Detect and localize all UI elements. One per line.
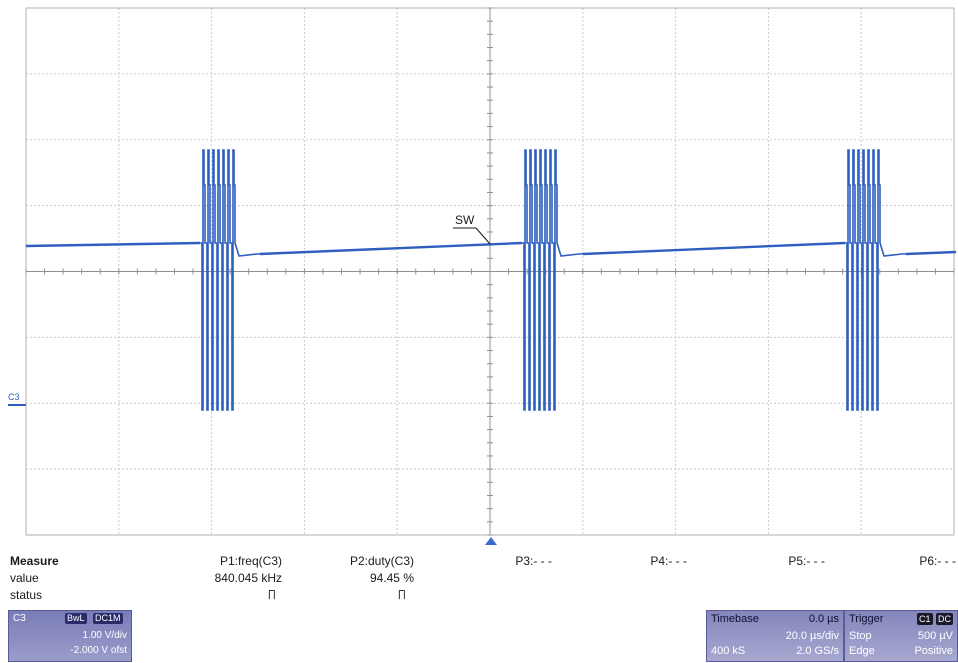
channel-c3-descriptor[interactable]: C3 BwL DC1M 1.00 V/div -2.000 V ofst xyxy=(8,610,132,662)
trigger-coupling-badge: DC xyxy=(936,613,953,625)
trigger-slope: Positive xyxy=(914,645,953,657)
measure-p2-name[interactable]: P2:duty(C3) xyxy=(349,554,414,568)
trigger-mode: Stop xyxy=(849,630,872,642)
trigger-panel[interactable]: Trigger C1 DC Stop 500 µV Edge Positive xyxy=(844,610,958,662)
measure-p2-value: 94.45 % xyxy=(369,571,414,585)
sw-baseline-segment xyxy=(259,241,523,256)
measure-row-status: status xyxy=(10,588,43,602)
graticule xyxy=(25,7,955,536)
coupling-badge: DC1M xyxy=(93,613,123,624)
measure-title: Measure xyxy=(10,554,59,568)
channel-offset: -2.000 V ofst xyxy=(70,645,127,656)
trigger-position-marker[interactable] xyxy=(485,537,497,545)
measure-p2-status: ∏ xyxy=(397,589,406,600)
timebase-title: Timebase xyxy=(711,613,759,625)
trigger-source-badge: C1 xyxy=(917,613,933,625)
sw-waveform xyxy=(25,149,957,411)
timebase-rate: 2.0 GS/s xyxy=(796,645,839,657)
measure-p3-name[interactable]: P3:- - - xyxy=(515,554,552,568)
timebase-tdiv: 20.0 µs/div xyxy=(785,630,839,642)
timebase-delay: 0.0 µs xyxy=(808,613,839,625)
sw-baseline-segment xyxy=(905,250,957,256)
trigger-level: 500 µV xyxy=(917,630,953,642)
timebase-panel[interactable]: Timebase 0.0 µs 20.0 µs/div 400 kS 2.0 G… xyxy=(706,610,844,662)
measure-p1-name[interactable]: P1:freq(C3) xyxy=(219,554,282,568)
oscilloscope-display: SW C3 xyxy=(8,7,957,545)
channel-vdiv: 1.00 V/div xyxy=(82,630,127,641)
measure-p5-name[interactable]: P5:- - - xyxy=(788,554,825,568)
measure-p1-value: 840.045 kHz xyxy=(214,571,282,585)
trigger-type: Edge xyxy=(849,645,875,657)
bandwidth-limit-badge: BwL xyxy=(65,613,87,624)
trace-label-leader xyxy=(475,227,491,245)
sw-trace xyxy=(25,149,957,411)
channel-name: C3 xyxy=(13,613,26,624)
channel-marker-c3: C3 xyxy=(8,392,20,402)
sw-baseline-segment xyxy=(25,241,201,248)
measure-p4-name[interactable]: P4:- - - xyxy=(650,554,687,568)
measure-row-value: value xyxy=(10,571,39,585)
measure-p1-status: ∏ xyxy=(267,589,276,600)
measure-p6-name[interactable]: P6:- - - xyxy=(919,554,956,568)
timebase-samples: 400 kS xyxy=(711,645,746,657)
trace-label-sw: SW xyxy=(455,213,475,227)
sw-baseline-segment xyxy=(582,241,846,256)
trigger-title: Trigger xyxy=(849,613,884,625)
